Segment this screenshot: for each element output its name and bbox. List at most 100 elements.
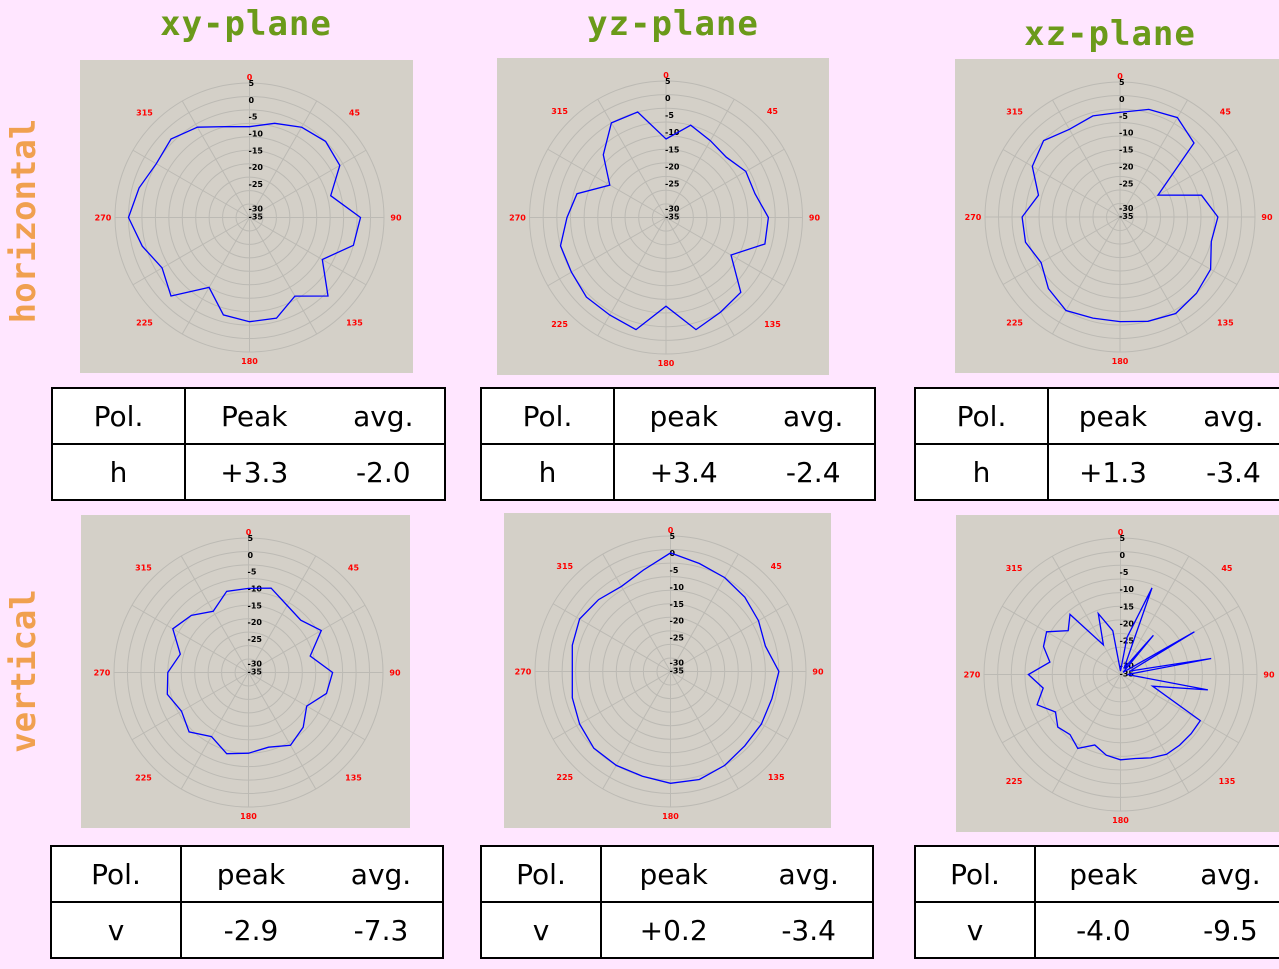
grid-spoke bbox=[249, 217, 367, 286]
radial-tick-label: -5 bbox=[1120, 568, 1129, 577]
angle-tick-label: 45 bbox=[348, 563, 360, 572]
pol-header: Pol. bbox=[914, 845, 1036, 903]
pol-header: Pol. bbox=[914, 387, 1049, 445]
angle-tick-label: 225 bbox=[135, 774, 152, 783]
radial-tick-label: -30 bbox=[249, 205, 264, 214]
table-row: Pol. peak avg. bbox=[480, 845, 874, 903]
radial-tick-label: -10 bbox=[1120, 585, 1135, 594]
grid-spoke bbox=[547, 217, 667, 287]
radial-tick-label: -20 bbox=[1119, 162, 1134, 171]
radial-tick-label: -5 bbox=[248, 568, 257, 577]
radial-tick-label: -25 bbox=[670, 634, 685, 643]
angle-tick-label: 90 bbox=[390, 214, 402, 223]
angle-tick-label: 180 bbox=[241, 357, 258, 366]
radial-tick-label: -25 bbox=[248, 635, 263, 644]
pattern-trace bbox=[571, 552, 780, 784]
grid-spoke bbox=[131, 672, 249, 741]
avg-header: avg. bbox=[322, 387, 447, 445]
angle-tick-label: 225 bbox=[136, 319, 153, 328]
table-row: h +1.3 -3.4 bbox=[914, 443, 1279, 501]
polar-chart-svg: 0459013518022527031550-5-10-15-20-25-30-… bbox=[965, 72, 1273, 366]
grid-spoke bbox=[670, 671, 739, 790]
angle-tick-label: 225 bbox=[1006, 318, 1023, 327]
stats-table: Pol. peak avg. v -4.0 -9.5 bbox=[914, 845, 1279, 959]
angle-tick-label: 180 bbox=[662, 812, 679, 821]
radial-tick-label: -25 bbox=[665, 179, 680, 188]
radial-tick-label: -15 bbox=[665, 145, 680, 154]
radial-tick-label: -20 bbox=[249, 163, 264, 172]
grid-spoke bbox=[1120, 674, 1239, 744]
polar-chart-svg: 0459013518022527031550-5-10-15-20-25-30-… bbox=[964, 528, 1275, 825]
angle-tick-label: 0 bbox=[1118, 528, 1124, 537]
angle-tick-label: 225 bbox=[1006, 777, 1023, 786]
angle-tick-label: 45 bbox=[1221, 564, 1233, 573]
radial-tick-label: -20 bbox=[670, 617, 685, 626]
stats-table: Pol. peak avg. v -2.9 -7.3 bbox=[50, 845, 445, 959]
grid-spoke bbox=[665, 148, 785, 218]
angle-tick-label: 135 bbox=[764, 320, 781, 329]
table-row: Pol. peak avg. bbox=[480, 387, 876, 445]
radial-tick-label: -35 bbox=[248, 668, 263, 677]
radial-tick-label: -25 bbox=[249, 180, 264, 189]
grid-spoke bbox=[1120, 674, 1190, 793]
angle-tick-label: 135 bbox=[346, 319, 363, 328]
grid-spoke bbox=[131, 604, 249, 673]
table-row: v -4.0 -9.5 bbox=[914, 901, 1279, 959]
radial-tick-label: -15 bbox=[249, 146, 264, 155]
pol-value: v bbox=[50, 901, 182, 959]
table-row: Pol. peak avg. bbox=[50, 845, 445, 903]
grid-spoke bbox=[1002, 149, 1121, 218]
grid-spoke bbox=[180, 555, 249, 673]
angle-tick-label: 270 bbox=[95, 214, 112, 223]
grid-spoke bbox=[597, 217, 667, 336]
radial-tick-label: 0 bbox=[249, 96, 255, 105]
row-label-vertical: vertical bbox=[4, 589, 44, 753]
angle-tick-label: 270 bbox=[509, 214, 526, 223]
angle-tick-label: 180 bbox=[240, 812, 257, 821]
angle-tick-label: 45 bbox=[349, 108, 361, 117]
angle-tick-label: 270 bbox=[515, 668, 532, 677]
grid-spoke bbox=[602, 553, 671, 672]
polar-plot: 0 45 90 135 180 225 270 315 5 0 -5 -10 -15 -20 -25 -30-… bbox=[497, 58, 829, 375]
angle-tick-label: 45 bbox=[1220, 108, 1232, 117]
table-row: Pol. peak avg. bbox=[914, 845, 1279, 903]
radial-tick-label: 0 bbox=[665, 94, 671, 103]
radial-tick-label: -35 bbox=[1119, 212, 1134, 221]
grid-spoke bbox=[597, 99, 667, 218]
stats-table: Pol. peak avg. v +0.2 -3.4 bbox=[480, 845, 874, 959]
table-row: h +3.3 -2.0 bbox=[51, 443, 447, 501]
grid-spoke bbox=[249, 217, 318, 335]
stats-table: Pol. peak avg. h +3.4 -2.4 bbox=[480, 387, 876, 501]
peak-header: peak bbox=[1047, 387, 1177, 445]
peak-header: Peak bbox=[184, 387, 323, 445]
polar-plot: 0 45 90 135 180 225 270 315 5 0 -5 -10 -15 -20 -25 -30-… bbox=[80, 60, 413, 373]
radial-tick-label: -25 bbox=[1119, 179, 1134, 188]
angle-tick-label: 90 bbox=[809, 214, 821, 223]
grid-spoke bbox=[665, 217, 785, 287]
radial-tick-label: -35 bbox=[1120, 670, 1135, 679]
angle-tick-label: 315 bbox=[556, 562, 573, 571]
angle-tick-label: 90 bbox=[389, 669, 401, 678]
polar-plot: 0 45 90 135 180 225 270 315 5 0 -5 -10 -15 -20 -25 -30-… bbox=[81, 515, 410, 828]
radial-tick-label: -15 bbox=[670, 600, 685, 609]
angle-tick-label: 135 bbox=[768, 773, 785, 782]
avg-header: avg. bbox=[1170, 845, 1279, 903]
radial-tick-label: -20 bbox=[665, 162, 680, 171]
peak-value: -4.0 bbox=[1034, 901, 1171, 959]
column-title-yz: yz-plane bbox=[587, 4, 759, 44]
peak-value: +0.2 bbox=[599, 901, 746, 959]
angle-tick-label: 90 bbox=[812, 668, 824, 677]
table-row: v +0.2 -3.4 bbox=[480, 901, 874, 959]
peak-header: peak bbox=[599, 845, 746, 903]
grid-spoke bbox=[1002, 605, 1121, 675]
radial-tick-label: 0 bbox=[248, 551, 254, 560]
table-row: Pol. peak avg. bbox=[914, 387, 1279, 445]
angle-tick-label: 180 bbox=[1112, 816, 1129, 825]
peak-value: +1.3 bbox=[1047, 443, 1177, 501]
radial-tick-label: -30 bbox=[670, 659, 685, 668]
grid-spoke bbox=[181, 217, 250, 335]
angle-tick-label: 135 bbox=[1219, 777, 1236, 786]
grid-spoke bbox=[602, 671, 671, 790]
angle-tick-label: 90 bbox=[1263, 671, 1275, 680]
angle-tick-label: 0 bbox=[246, 528, 252, 537]
